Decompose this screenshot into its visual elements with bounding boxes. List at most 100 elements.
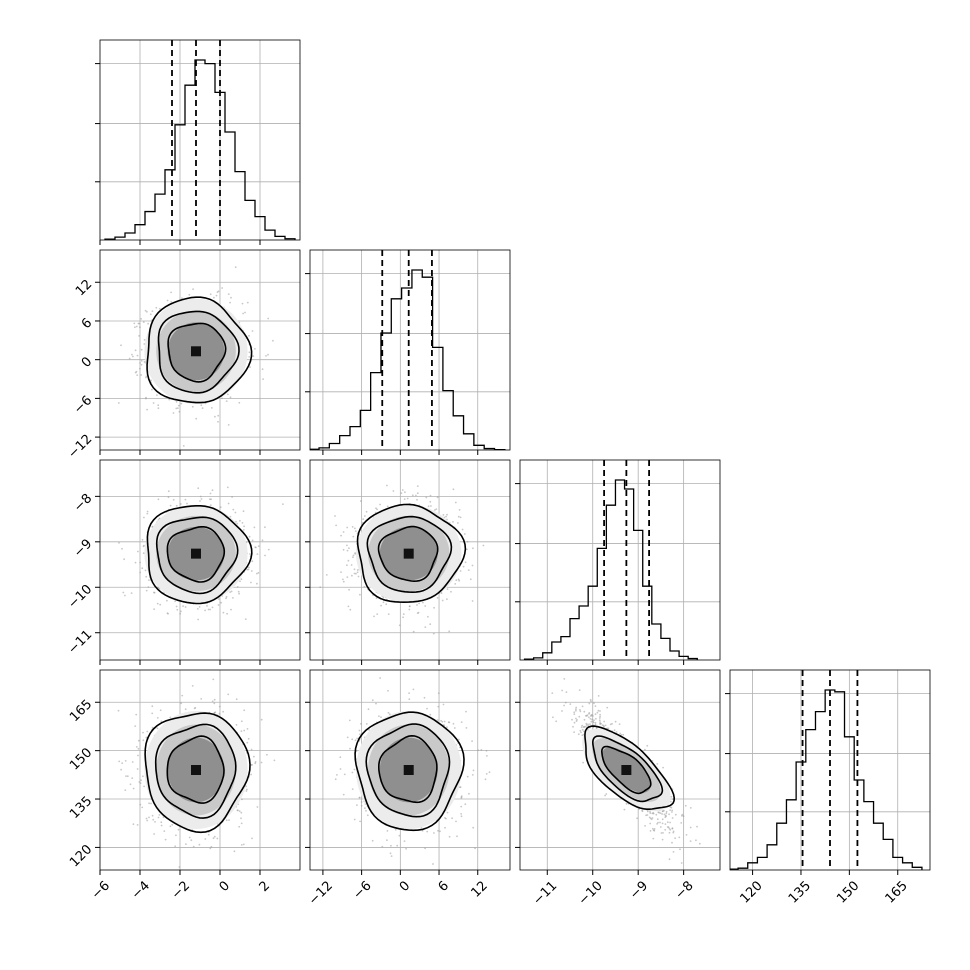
scatter-point [209, 492, 212, 495]
scatter-point [213, 698, 216, 701]
scatter-point [379, 503, 381, 506]
scatter-point [375, 597, 378, 600]
scatter-point [170, 291, 173, 294]
scatter-point [424, 626, 427, 628]
scatter-point [145, 376, 147, 379]
scatter-point [220, 601, 223, 604]
scatter-point [145, 589, 148, 592]
scatter-point [211, 489, 214, 492]
scatter-point [248, 356, 251, 358]
scatter-point [229, 396, 232, 399]
scatter-point [245, 790, 248, 792]
scatter-point [334, 515, 336, 517]
scatter-point [148, 816, 150, 819]
scatter-point [267, 317, 270, 320]
scatter-point [153, 608, 156, 610]
scatter-point [256, 806, 259, 808]
scatter-point [172, 412, 175, 414]
scatter-point [139, 367, 141, 370]
scatter-point [359, 593, 361, 596]
scatter-point [156, 394, 158, 396]
scatter-point [134, 725, 137, 727]
scatter-point [204, 838, 207, 840]
scatter-point [153, 833, 156, 835]
scatter-point [471, 564, 474, 567]
scatter-point [231, 496, 234, 498]
density-contour [146, 296, 253, 404]
scatter-point [342, 580, 345, 583]
scatter-point [159, 603, 162, 606]
scatter-point [201, 407, 204, 409]
scatter-point [120, 344, 122, 347]
scatter-point [152, 402, 155, 404]
scatter-point [380, 604, 382, 607]
density-contour [356, 503, 467, 604]
scatter-point [180, 610, 182, 613]
scatter-point [342, 578, 344, 581]
scatter-point [182, 605, 185, 607]
scatter-point [179, 612, 182, 615]
panel-1-1 [305, 249, 511, 451]
scatter-point [199, 500, 201, 502]
scatter-point [248, 535, 251, 538]
scatter-point [135, 325, 138, 328]
scatter-point [446, 598, 448, 601]
scatter-point [459, 516, 462, 519]
scatter-point [217, 414, 220, 417]
scatter-point [240, 844, 243, 846]
scatter-point [357, 575, 360, 578]
scatter-point [217, 598, 220, 600]
scatter-point [251, 560, 254, 563]
scatter-point [140, 360, 143, 362]
scatter-point [138, 781, 141, 783]
scatter-point [254, 762, 257, 765]
scatter-point [240, 730, 243, 732]
scatter-point [156, 727, 159, 730]
scatter-point [211, 700, 214, 703]
scatter-point [151, 310, 154, 313]
scatter-point [134, 349, 137, 352]
scatter-point [192, 288, 195, 290]
scatter-point [404, 491, 406, 494]
scatter-point [248, 566, 250, 569]
scatter-point [177, 407, 179, 409]
scatter-point [257, 571, 260, 574]
scatter-point [211, 606, 214, 609]
scatter-point [452, 521, 454, 523]
scatter-point [145, 817, 148, 820]
scatter-point [253, 755, 255, 758]
scatter-point [216, 837, 219, 840]
scatter-point [206, 605, 208, 607]
axes-frame [99, 39, 301, 241]
scatter-point [418, 602, 420, 605]
scatter-point [416, 485, 419, 487]
scatter-point [156, 602, 159, 605]
scatter-point [131, 353, 133, 356]
scatter-point [239, 580, 241, 583]
scatter-point [143, 343, 146, 345]
scatter-point [238, 592, 241, 595]
scatter-point [247, 568, 250, 571]
scatter-point [166, 599, 168, 602]
scatter-point [198, 843, 201, 846]
scatter-point [218, 705, 221, 708]
scatter-point [250, 773, 253, 776]
scatter-point [464, 561, 467, 564]
scatter-point [238, 401, 241, 404]
scatter-point [121, 762, 124, 764]
scatter-point [434, 509, 436, 511]
scatter-point [262, 378, 264, 380]
histogram-series [310, 269, 506, 450]
scatter-point [348, 547, 350, 550]
scatter-point [246, 301, 249, 304]
scatter-point [125, 775, 127, 777]
scatter-point [265, 355, 267, 357]
scatter-point [138, 322, 141, 325]
scatter-point [137, 550, 139, 553]
scatter-point [217, 604, 220, 606]
scatter-point [124, 789, 127, 791]
scatter-point [144, 569, 147, 572]
scatter-point [412, 630, 415, 633]
scatter-point [139, 571, 142, 574]
scatter-point [140, 363, 143, 366]
